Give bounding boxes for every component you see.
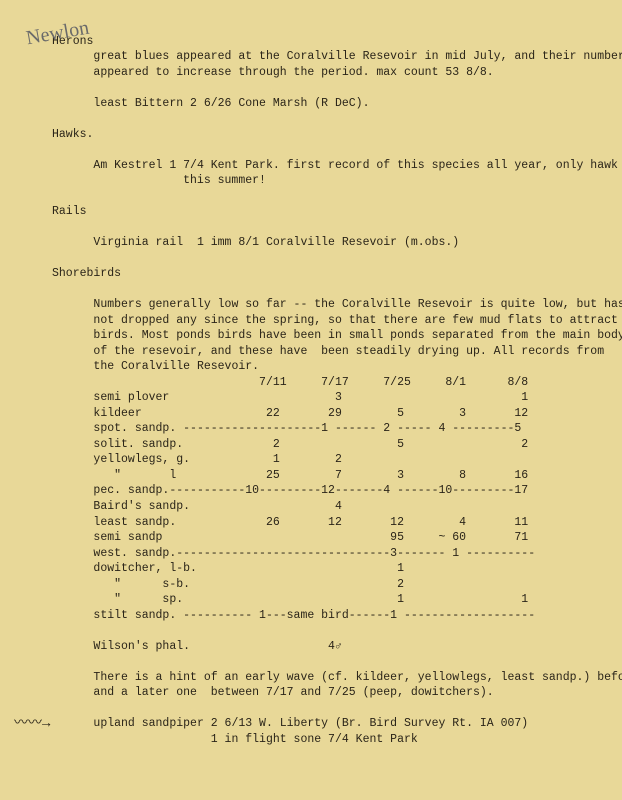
table-row: kildeer 22 29 5 3 12 (93, 407, 528, 420)
upland-line2: 1 in flight sone 7/4 Kent Park (93, 733, 417, 746)
hawks-heading: Hawks. (52, 128, 93, 141)
herons-line3: least Bittern 2 6/26 Cone Marsh (R DeC). (93, 97, 369, 110)
table-row: " s-b. 2 (93, 578, 404, 591)
shorebirds-p2l2: and a later one between 7/17 and 7/25 (p… (93, 686, 493, 699)
shorebirds-p1l3: birds. Most ponds birds have been in sma… (93, 329, 622, 342)
table-header: 7/11 7/17 7/25 8/1 8/8 (93, 376, 528, 389)
herons-line2: appeared to increase through the period.… (93, 66, 493, 79)
table-row: stilt sandp. ---------- 1---same bird---… (93, 609, 535, 622)
table-row: solit. sandp. 2 5 2 (93, 438, 528, 451)
table-row: dowitcher, l-b. 1 (93, 562, 404, 575)
margin-arrow-icon: 〰〰→ (14, 715, 50, 734)
table-row: yellowlegs, g. 1 2 (93, 453, 341, 466)
table-row: least sandp. 26 12 12 4 11 (93, 516, 528, 529)
table-row: spot. sandp. --------------------1 -----… (93, 422, 521, 435)
table-row: pec. sandp.-----------10---------12-----… (93, 484, 528, 497)
shorebirds-p2l1: There is a hint of an early wave (cf. ki… (93, 671, 622, 684)
table-row: semi plover 3 1 (93, 391, 528, 404)
table-row: west. sandp.----------------------------… (93, 547, 535, 560)
shorebirds-p1l4: of the resevoir, and these have been ste… (93, 345, 604, 358)
table-row: " l 25 7 3 8 16 (93, 469, 528, 482)
table-row: Wilson's phal. 4♂ (93, 640, 341, 653)
shorebirds-heading: Shorebirds (52, 267, 121, 280)
herons-line1: great blues appeared at the Coralville R… (93, 50, 622, 63)
hawks-line2: this summer! (183, 174, 266, 187)
table-row: Baird's sandp. 4 (93, 500, 341, 513)
upland-line1: upland sandpiper 2 6/13 W. Liberty (Br. … (93, 717, 528, 730)
table-row: semi sandp 95 ~ 60 71 (93, 531, 528, 544)
shorebirds-p1l1: Numbers generally low so far -- the Cora… (93, 298, 622, 311)
hawks-line1: Am Kestrel 1 7/4 Kent Park. first record… (93, 159, 622, 172)
rails-line1: Virginia rail 1 imm 8/1 Coralville Resev… (93, 236, 459, 249)
shorebirds-p1l5: the Coralville Resevoir. (93, 360, 259, 373)
shorebirds-p1l2: not dropped any since the spring, so tha… (93, 314, 618, 327)
table-row: " sp. 1 1 (93, 593, 528, 606)
document-body: Herons great blues appeared at the Coral… (0, 0, 622, 767)
rails-heading: Rails (52, 205, 87, 218)
